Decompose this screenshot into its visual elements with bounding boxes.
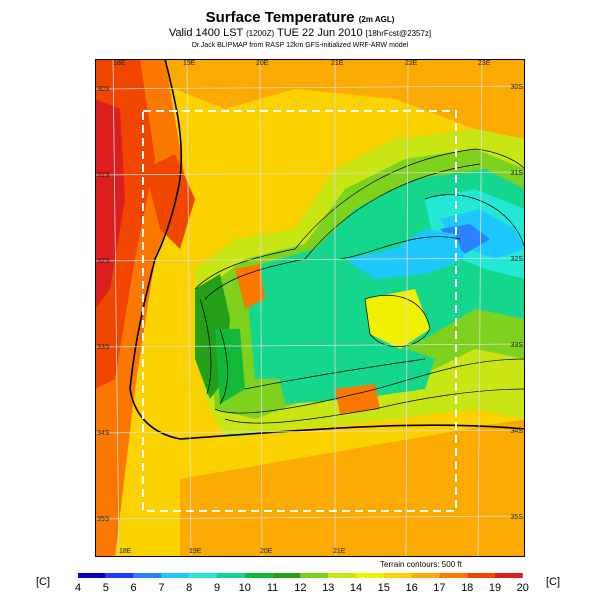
colorbar-swatch: [133, 573, 162, 578]
colorbar-tick-label: 20: [517, 582, 529, 594]
colorbar-swatch: [439, 573, 468, 578]
colorbar-tick-label: 13: [322, 582, 334, 594]
lon-label: 18E: [119, 548, 132, 555]
valid-label: Valid 1400 LST: [168, 27, 244, 39]
lon-label: 19E: [183, 60, 196, 67]
terrain-note: Terrain contours: 500 ft: [380, 560, 462, 569]
colorbar-tick-label: 14: [350, 582, 362, 594]
graticule: [95, 59, 525, 557]
colorbar-swatch: [272, 573, 301, 578]
lon-label: 20E: [260, 548, 273, 555]
region-karoo-warm: [365, 289, 430, 349]
colorbar-unit-left: [C]: [36, 576, 51, 588]
valid-date: TUE 22 Jun 2010: [276, 27, 363, 39]
map-frame: [95, 59, 525, 557]
lat-labels-right: 30S 31S 32S 33S 34S 35S: [511, 84, 524, 521]
colorbar-tick-label: 6: [131, 582, 137, 594]
colorbar-swatch: [467, 573, 495, 578]
lat-label: 31S: [511, 170, 524, 177]
map-title: Surface Temperature (2m AGL): [0, 9, 600, 26]
temperature-map: 18E 19E 20E 21E 22E 23E 18E 19E 20E 21E …: [95, 59, 525, 557]
coastline: [129, 59, 525, 440]
colorbar-swatch: [217, 573, 245, 578]
lon-label: 21E: [331, 60, 344, 67]
lat-label: 35S: [511, 514, 524, 521]
lat-label: 32S: [97, 258, 110, 265]
colorbar-tick-label: 16: [405, 582, 417, 594]
region-basin-warm: [335, 384, 380, 414]
colorbar-swatch: [356, 573, 384, 578]
colorbar-tick-label: 17: [433, 582, 445, 594]
region-south: [180, 419, 525, 557]
lat-labels-left: 30S 31S 32S 33S 34S 35S: [97, 86, 110, 523]
colorbar-ticks: 4 5 6 7 8 9 10 11 12 13 14 15 16 17 18 19 20: [75, 582, 529, 594]
lat-label: 33S: [511, 342, 524, 349]
lon-label: 22E: [405, 60, 418, 67]
colorbar-swatches: [78, 573, 523, 578]
lat-label: 30S: [511, 84, 524, 91]
region-east-coldest: [440, 224, 490, 254]
colorbar-swatch: [495, 573, 523, 578]
lon-labels-bottom: 18E 19E 20E 21E: [119, 548, 346, 555]
lat-label: 33S: [97, 344, 110, 351]
lat-label: 35S: [97, 516, 110, 523]
region-central-cold: [345, 229, 465, 279]
lat-label: 32S: [511, 256, 524, 263]
colorbar: 4 5 6 7 8 9 10 11 12 13 14 15 16 17 18 19 20: [75, 573, 529, 594]
credit-line: Dr.Jack BLIPMAP from RASP 12km GFS-initi…: [191, 42, 409, 49]
colorbar-tick-label: 7: [158, 582, 164, 594]
lon-label: 18E: [113, 60, 126, 67]
region-mountains-south: [275, 344, 435, 404]
colorbar-swatch: [328, 573, 356, 578]
colorbar-tick-label: 12: [294, 582, 306, 594]
lon-labels-top: 18E 19E 20E 21E 22E 23E: [113, 60, 491, 67]
valid-time-line: Valid 1400 LST (1200Z) TUE 22 Jun 2010 […: [0, 27, 600, 39]
colorbar-tick-label: 15: [378, 582, 390, 594]
colorbar-swatch: [105, 573, 134, 578]
lon-label: 23E: [478, 60, 491, 67]
colorbar-tick-label: 19: [489, 582, 501, 594]
colorbar-swatch: [244, 573, 273, 578]
region-mountain-ridge: [215, 329, 245, 404]
terrain-contours: [194, 148, 525, 424]
colorbar-tick-label: 4: [75, 582, 81, 594]
colorbar-swatch: [300, 573, 329, 578]
inner-domain-box: [142, 110, 457, 512]
region-warm-valley: [235, 264, 265, 309]
title-suffix: (2m AGL): [358, 15, 395, 24]
colorbar-tick-label: 18: [461, 582, 473, 594]
colorbar-tick-label: 10: [239, 582, 251, 594]
colorbar-tick-label: 5: [103, 582, 109, 594]
region-west-hottest: [95, 99, 125, 309]
lat-label: 34S: [97, 430, 110, 437]
colorbar-swatch: [161, 573, 190, 578]
region-north: [95, 59, 525, 139]
colorbar-swatch: [78, 573, 106, 578]
colorbar-swatch: [411, 573, 440, 578]
lat-label: 30S: [97, 86, 110, 93]
lat-label: 34S: [511, 428, 524, 435]
region-coast-hot: [145, 154, 195, 249]
lon-label: 19E: [189, 548, 202, 555]
lon-label: 20E: [256, 60, 269, 67]
colorbar-unit-right: [C]: [546, 576, 561, 588]
title-main: Surface Temperature: [205, 9, 355, 26]
lat-label: 31S: [97, 172, 110, 179]
colorbar-tick-label: 11: [267, 582, 278, 594]
lon-label: 21E: [333, 548, 346, 555]
valid-code: (1200Z): [246, 29, 275, 38]
colorbar-tick-label: 8: [186, 582, 192, 594]
colorbar-tick-label: 9: [214, 582, 220, 594]
valid-extra: [18hrFcst@2357z]: [365, 29, 432, 38]
colorbar-swatch: [189, 573, 217, 578]
colorbar-swatch: [383, 573, 412, 578]
